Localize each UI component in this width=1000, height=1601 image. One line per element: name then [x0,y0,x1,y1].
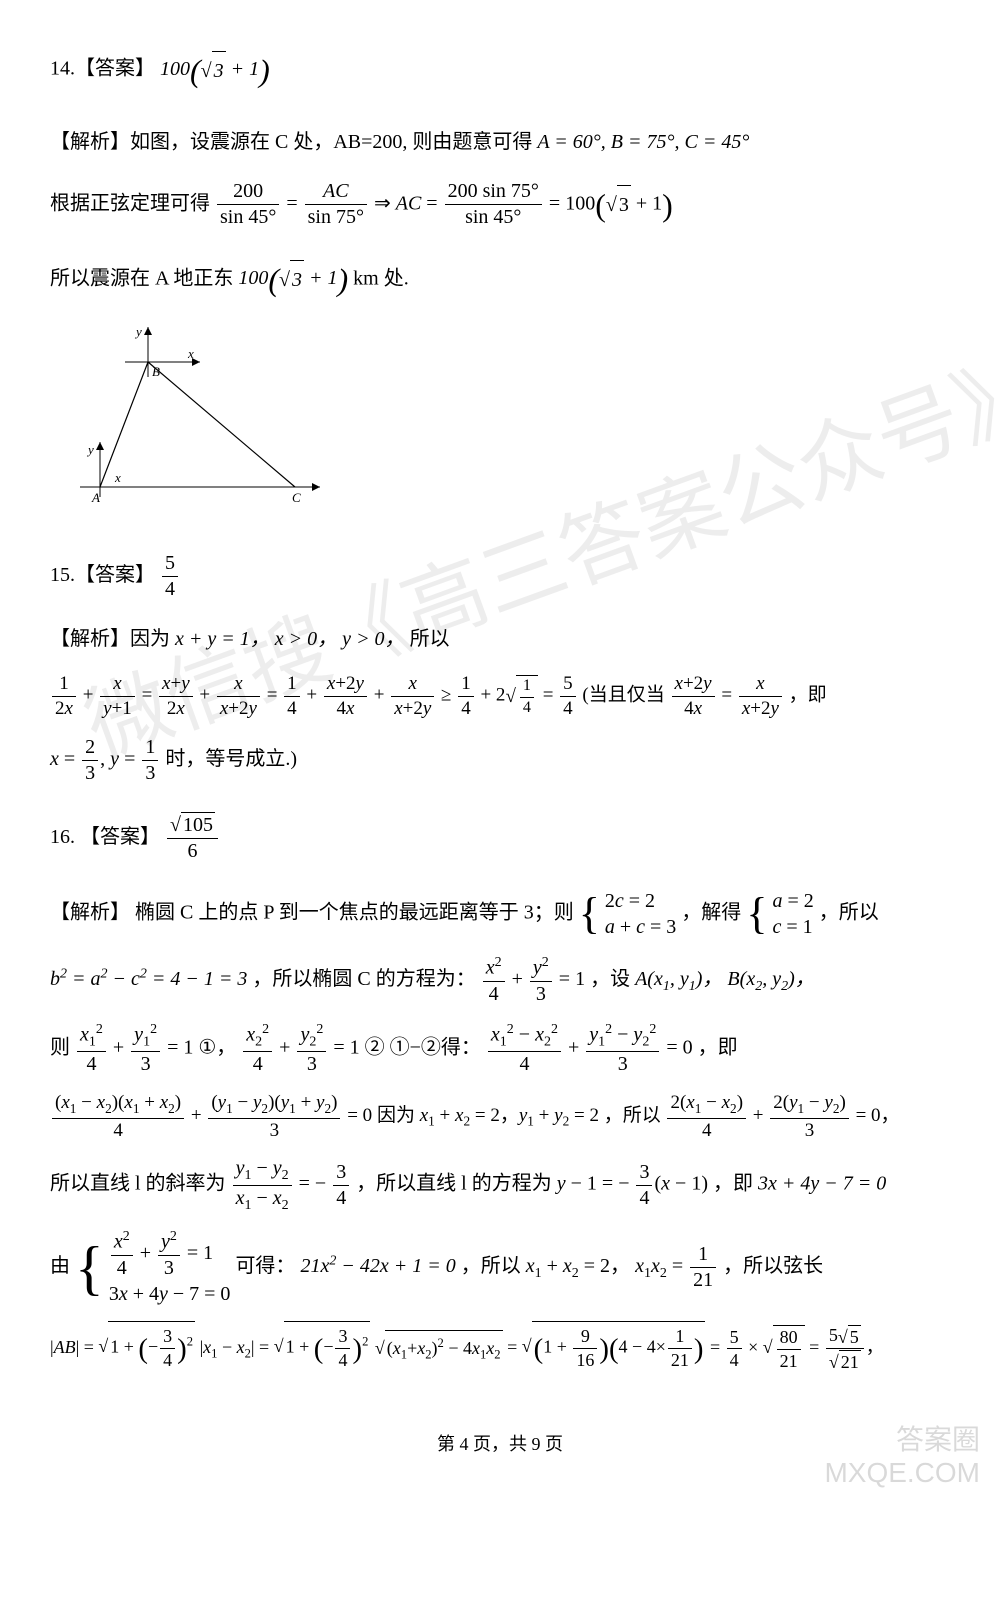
p16-setab: ，设 [590,968,635,990]
p16-ell-text: ，所以椭圆 C 的方程为： [252,968,475,990]
p16-so1: ，所以 [819,902,879,924]
p16-line3: 则 x124 + y123 = 1 ①， x224 + y223 = 1 ② ①… [50,1021,950,1077]
p15-explanation-1: 【解析】因为 x + y = 1， x > 0， y > 0， 所以 [50,620,950,658]
p14-answer: 100(3 + 1) [160,58,270,80]
svg-text:x: x [187,346,194,361]
corner-wm-2: MXQE.COM [824,1457,980,1489]
p15-ex-prefix: 【解析】因为 [50,628,175,650]
p14-conc-prefix: 所以震源在 A 地正东 [50,267,238,289]
p16-because: 因为 [377,1105,420,1126]
p16-sumprod: ，所以 [461,1255,526,1277]
p14-angles: A = 60°, B = 75°, C = 45° [537,131,749,153]
p16-sys-prefix: 由 [50,1255,75,1277]
p16-ex-prefix: 【解析】 椭圆 C 上的点 P 到一个焦点的最远距离等于 3；则 [50,902,579,924]
p16-line7: |AB| = 1 + (−34)2 |x1 − x2| = 1 + (−34)2… [50,1321,950,1377]
p14-diagram: x y A x y B C [70,322,950,525]
p16-line-final: 3x + 4y − 7 = 0 [758,1173,886,1195]
p15-label: 15.【答案】 [50,564,155,586]
p14-conc-suffix: km 处. [353,267,409,289]
svg-text:x: x [114,470,121,485]
p15-xy-values: x = 23, y = 13 时，等号成立.) [50,735,950,786]
p15-ex-suffix: 所以 [410,628,450,650]
p14-sine-prefix: 根据正弦定理可得 [50,192,215,214]
p14-label: 14.【答案】 [50,58,155,80]
p14-conc-value: 100(3 + 1) [238,267,348,289]
p16-solve: ，解得 [681,902,746,924]
p16-so2: ，所以 [604,1105,666,1126]
p16-c1: ①， [198,1037,236,1059]
page-footer: 第 4 页，共 9 页 [50,1427,950,1461]
p16-answer-line: 16. 【答案】 1056 [50,812,950,864]
p15-cond: x + y = 1， x > 0， y > 0， [175,628,405,650]
p15-note-suffix: ，即 [789,685,827,706]
triangle-diagram: x y A x y B C [70,322,330,512]
p15-chain: 12x + xy+1 = x+y2x + xx+2y = 14 + x+2y4x… [50,672,950,721]
svg-text:C: C [292,490,301,505]
p15-answer: 54 [162,551,178,602]
p16-label: 16. 【答案】 [50,826,160,848]
p16-system2: { x24 + y23 = 1 3x + 4y − 7 = 0 [75,1228,230,1307]
p16-line5: 所以直线 l 的斜率为 y1 − y2x1 − x2 = − 34 ，所以直线 … [50,1156,950,1214]
p16-slope-text: 所以直线 l 的斜率为 [50,1173,231,1195]
p16-line4: (x1 − x2)(x1 + x2)4 + (y1 − y2)(y1 + y2)… [50,1091,950,1142]
p16-ji: ，即 [698,1037,738,1059]
p16-lineeq-text: ，所以直线 l 的方程为 [356,1173,557,1195]
p16-answer: 1056 [167,812,218,864]
p15-note-prefix: (当且仅当 [582,685,669,706]
problem-15: 15.【答案】 54 【解析】因为 x + y = 1， x > 0， y > … [50,551,950,786]
svg-text:A: A [91,490,100,505]
p16-line2: b2 = a2 − c2 = 4 − 1 = 3 ，所以椭圆 C 的方程为： x… [50,954,950,1007]
p16-then: 则 [50,1037,75,1059]
problem-16: 16. 【答案】 1056 【解析】 椭圆 C 上的点 P 到一个焦点的最远距离… [50,812,950,1377]
p16-line6: 由 { x24 + y23 = 1 3x + 4y − 7 = 0 可得： 21… [50,1228,950,1307]
p16-ie: ，即 [713,1173,758,1195]
p14-answer-line: 14.【答案】 100(3 + 1) [50,40,950,101]
svg-text:y: y [134,324,142,339]
p16-chord: ，所以弦长 [723,1255,823,1277]
p14-sine-law: 根据正弦定理可得 200sin 45° = ACsin 75° ⇒ AC = 2… [50,175,950,236]
svg-text:y: y [86,442,94,457]
p14-ex-prefix: 【解析】如图，设震源在 C 处，AB=200, 则由题意可得 [50,131,537,153]
p16-c2: ② ①−②得： [365,1037,481,1059]
p16-sys-suffix: 可得： [235,1255,295,1277]
p16-line1: 【解析】 椭圆 C 上的点 P 到一个焦点的最远距离等于 3；则 { 2c = … [50,888,950,940]
p15-tail: 时，等号成立.) [165,748,297,770]
p14-conclusion: 所以震源在 A 地正东 100(3 + 1) km 处. [50,250,950,311]
p14-explanation-1: 【解析】如图，设震源在 C 处，AB=200, 则由题意可得 A = 60°, … [50,123,950,161]
p16-system1: { 2c = 2a + c = 3 [579,888,677,940]
problem-14: 14.【答案】 100(3 + 1) 【解析】如图，设震源在 C 处，AB=20… [50,40,950,525]
p15-answer-line: 15.【答案】 54 [50,551,950,602]
p16-system1b: { a = 2c = 1 [746,888,813,940]
